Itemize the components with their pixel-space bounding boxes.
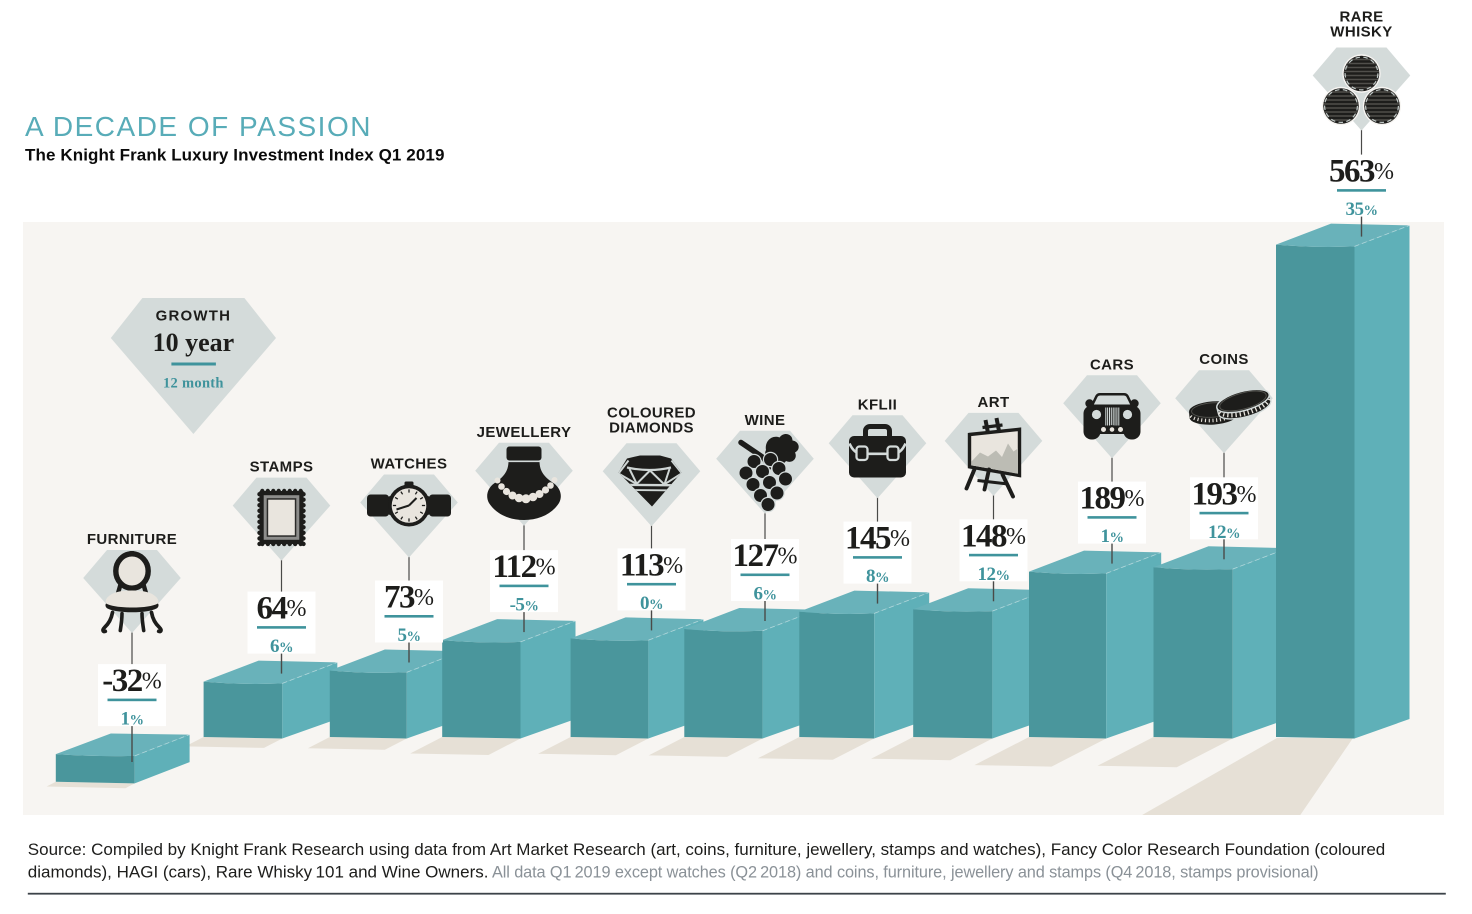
svg-text:10 year: 10 year — [153, 328, 235, 357]
svg-text:113%: 113% — [620, 547, 683, 583]
svg-text:WHISKY: WHISKY — [1330, 24, 1392, 41]
svg-text:KFLII: KFLII — [858, 396, 898, 413]
svg-text:148%: 148% — [961, 518, 1026, 554]
svg-text:127%: 127% — [733, 538, 798, 574]
svg-text:12%: 12% — [1208, 522, 1240, 543]
svg-text:ART: ART — [977, 394, 1009, 411]
svg-text:WINE: WINE — [745, 412, 786, 429]
svg-text:1%: 1% — [121, 709, 144, 730]
svg-text:The Knight Frank Luxury Invest: The Knight Frank Luxury Investment Index… — [25, 146, 445, 165]
svg-text:563%: 563% — [1329, 154, 1394, 190]
svg-text:12%: 12% — [978, 564, 1010, 585]
svg-text:1%: 1% — [1101, 526, 1124, 547]
svg-text:-5%: -5% — [510, 595, 539, 616]
svg-text:5%: 5% — [398, 625, 421, 646]
svg-text:145%: 145% — [845, 521, 910, 557]
svg-text:6%: 6% — [754, 584, 777, 605]
svg-text:0%: 0% — [640, 593, 663, 614]
svg-text:112%: 112% — [492, 549, 555, 585]
svg-text:A DECADE OF PASSION: A DECADE OF PASSION — [25, 111, 372, 142]
svg-text:diamonds), HAGI (cars), Rare W: diamonds), HAGI (cars), Rare Whisky 101 … — [28, 862, 1319, 881]
svg-text:STAMPS: STAMPS — [250, 459, 314, 476]
svg-text:COLOURED: COLOURED — [607, 404, 696, 421]
svg-text:8%: 8% — [866, 566, 889, 587]
svg-text:73%: 73% — [384, 580, 434, 616]
svg-text:FURNITURE: FURNITURE — [87, 531, 177, 548]
svg-text:COINS: COINS — [1199, 351, 1249, 368]
svg-text:Source: Compiled by Knight Fra: Source: Compiled by Knight Frank Researc… — [28, 840, 1385, 859]
svg-text:JEWELLERY: JEWELLERY — [477, 424, 572, 441]
svg-text:GROWTH: GROWTH — [156, 307, 232, 324]
svg-text:64%: 64% — [257, 591, 307, 627]
svg-text:193%: 193% — [1192, 476, 1257, 512]
svg-text:DIAMONDS: DIAMONDS — [609, 419, 694, 436]
svg-text:6%: 6% — [270, 636, 293, 657]
svg-text:WATCHES: WATCHES — [371, 456, 448, 473]
svg-text:189%: 189% — [1080, 481, 1145, 517]
svg-text:35%: 35% — [1346, 199, 1378, 220]
svg-text:-32%: -32% — [102, 663, 162, 699]
svg-text:12 month: 12 month — [163, 375, 224, 391]
svg-text:RARE: RARE — [1339, 9, 1383, 26]
svg-text:CARS: CARS — [1090, 356, 1134, 373]
